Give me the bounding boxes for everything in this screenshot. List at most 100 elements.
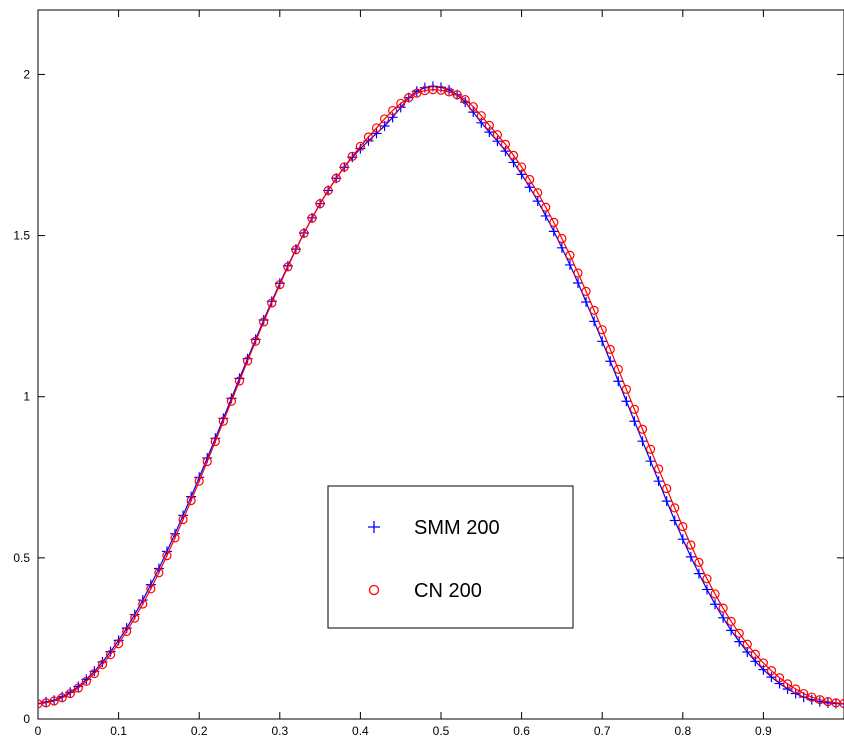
data-point <box>57 693 67 703</box>
y-tick-label: 0.5 <box>13 551 30 565</box>
data-point <box>637 424 648 434</box>
x-tick-label: 0.7 <box>594 724 611 738</box>
data-point <box>597 325 607 335</box>
data-point <box>130 613 140 623</box>
data-point <box>710 599 721 610</box>
data-point <box>613 364 623 374</box>
x-tick-label: 0.4 <box>352 724 369 738</box>
data-point <box>146 584 156 594</box>
data-point <box>718 612 729 623</box>
axis-ticks: 0 0.1 0.2 0.3 0.4 0.5 0.6 0.7 0.8 0.9 0 0.5 1 1.5 2 <box>13 10 844 738</box>
data-point <box>363 132 374 142</box>
data-point <box>726 616 736 626</box>
data-point <box>533 188 543 198</box>
data-point <box>549 217 559 227</box>
data-point <box>97 659 108 670</box>
data-point <box>299 228 309 238</box>
data-point <box>484 120 494 130</box>
legend-marker <box>368 521 380 533</box>
data-point <box>113 638 124 649</box>
data-point <box>693 568 704 579</box>
data-point <box>565 250 575 260</box>
data-point <box>799 688 809 699</box>
data-point <box>73 683 83 693</box>
data-point <box>371 123 382 133</box>
data-point <box>379 114 390 124</box>
data-point <box>589 305 599 315</box>
data-point <box>573 268 583 278</box>
data-point <box>613 376 624 387</box>
data-point <box>573 277 584 288</box>
data-point <box>234 376 245 386</box>
data-point <box>839 698 844 709</box>
data-point <box>468 107 479 118</box>
data-point <box>154 568 164 578</box>
data-point <box>492 130 503 140</box>
data-point <box>669 515 680 526</box>
data-point <box>654 464 664 474</box>
data-point <box>508 150 519 160</box>
data-point <box>460 94 470 105</box>
data-point <box>807 692 817 702</box>
data-point <box>734 636 745 647</box>
data-point <box>581 296 592 307</box>
data-point <box>355 141 365 151</box>
data-point <box>678 522 688 532</box>
data-point <box>734 628 744 638</box>
data-point <box>532 196 543 207</box>
x-tick-label: 0.6 <box>513 724 530 738</box>
data-point <box>267 298 277 308</box>
data-point <box>516 162 527 172</box>
data-point <box>661 496 672 507</box>
legend-label: SMM 200 <box>414 517 500 539</box>
data-point <box>347 151 357 161</box>
data-point <box>557 233 567 244</box>
data-point <box>702 574 712 584</box>
data-point <box>597 336 608 347</box>
data-point <box>283 262 293 272</box>
data-point <box>323 185 333 196</box>
data-point <box>710 589 720 599</box>
data-point <box>774 678 785 689</box>
legend-box <box>327 485 574 629</box>
data-point <box>371 128 382 139</box>
data-point <box>758 658 769 668</box>
data-point <box>259 317 269 327</box>
data-point <box>726 625 737 636</box>
data-point <box>782 684 793 695</box>
data-point <box>677 534 688 545</box>
data-point <box>500 139 511 149</box>
data-point <box>218 416 228 426</box>
data-point <box>138 599 148 609</box>
series-layer <box>38 81 844 709</box>
data-point <box>444 87 454 97</box>
data-point <box>564 259 575 270</box>
y-tick-label: 2 <box>23 67 30 81</box>
legend-entry: CN 200 <box>368 580 482 602</box>
data-point <box>339 162 349 172</box>
data-point <box>492 136 503 147</box>
data-point <box>468 102 478 112</box>
data-point <box>331 173 341 183</box>
data-point <box>388 105 398 116</box>
data-point <box>81 676 91 686</box>
data-point <box>194 476 204 486</box>
data-point <box>65 688 75 699</box>
data-point <box>662 483 672 494</box>
data-point <box>49 696 59 706</box>
data-point <box>791 684 801 694</box>
data-point <box>670 503 680 513</box>
legend-entry: SMM 200 <box>368 517 500 539</box>
x-tick-label: 0.5 <box>433 724 450 738</box>
data-point <box>396 98 406 109</box>
data-point <box>210 436 220 447</box>
data-point <box>742 639 752 649</box>
data-point <box>718 603 728 613</box>
data-point <box>701 584 712 595</box>
data-point <box>186 495 196 506</box>
data-point <box>452 90 462 100</box>
data-point <box>105 649 116 660</box>
data-point <box>307 213 317 223</box>
data-point <box>685 551 696 562</box>
